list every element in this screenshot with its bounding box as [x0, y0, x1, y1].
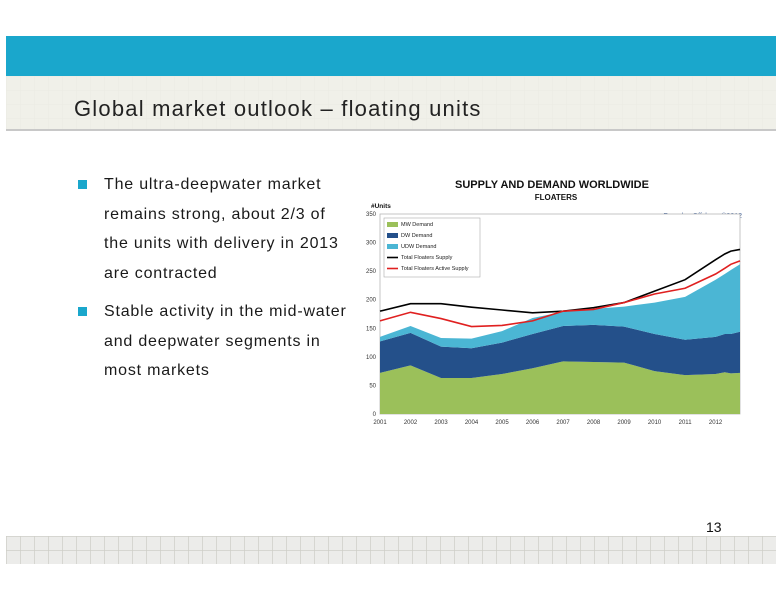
x-tick-label: 2007	[556, 420, 570, 426]
bullet-text: Stable activity in the mid-water and dee…	[104, 303, 347, 379]
x-tick-label: 2012	[709, 420, 723, 426]
legend-label: Total Floaters Supply	[401, 255, 453, 261]
y-tick-label: 100	[366, 355, 377, 361]
x-tick-label: 2011	[679, 420, 693, 426]
chart-legend: MW Demand DW Demand UDW Demand Total Floate…	[383, 217, 481, 278]
bullet-item: The ultra-deepwater market remains stron…	[78, 170, 348, 288]
x-tick-label: 2008	[587, 420, 601, 426]
y-axis-label: #Units	[371, 203, 391, 210]
chart-subtitle: FLOATERS	[535, 193, 578, 202]
supply-demand-chart: SUPPLY AND DEMAND WORLDWIDE FLOATERS #Un…	[356, 174, 748, 435]
legend-label: MW Demand	[401, 222, 433, 228]
legend-swatch	[387, 244, 398, 249]
legend-label: UDW Demand	[401, 244, 436, 250]
x-tick-label: 2009	[617, 420, 631, 426]
line-series-1	[379, 248, 741, 314]
legend-label: DW Demand	[401, 233, 432, 239]
x-tick-label: 2001	[373, 420, 387, 426]
area-series-2	[380, 324, 740, 378]
plot-marks	[379, 248, 741, 414]
chart-title: SUPPLY AND DEMAND WORLDWIDE	[455, 179, 649, 191]
legend-swatch	[387, 233, 398, 238]
x-tick-label: 2010	[648, 420, 662, 426]
legend-swatch	[387, 222, 398, 227]
x-tick-label: 2005	[495, 420, 509, 426]
y-tick-label: 200	[366, 298, 377, 304]
square-bullet-icon	[78, 180, 87, 189]
chart-svg: SUPPLY AND DEMAND WORLDWIDE FLOATERS #Un…	[366, 179, 742, 426]
title-band	[6, 76, 776, 130]
bullet-text: The ultra-deepwater market remains stron…	[104, 176, 339, 282]
slide-title: Global market outlook – floating units	[74, 96, 482, 121]
bullet-list: The ultra-deepwater market remains stron…	[78, 170, 348, 395]
legend-label: Total Floaters Active Supply	[401, 266, 469, 272]
footer-band	[6, 536, 776, 564]
x-tick-label: 2003	[434, 420, 448, 426]
page-number: 13	[706, 519, 722, 535]
area-series-3	[380, 264, 740, 349]
legend-box	[383, 217, 481, 278]
y-tick-label: 350	[366, 212, 377, 218]
y-tick-label: 150	[366, 326, 377, 332]
x-tick-label: 2002	[404, 420, 418, 426]
y-tick-label: 50	[369, 383, 376, 389]
y-tick-label: 250	[366, 269, 377, 275]
y-axis: 0 50 100 150 200 250 300 350	[366, 212, 377, 418]
bullet-item: Stable activity in the mid-water and dee…	[78, 297, 348, 386]
y-tick-label: 300	[366, 241, 377, 247]
x-axis: 2001 2002 2003 2004 2005 2006 2007 2008 2009 2010…	[373, 420, 723, 426]
header-band	[6, 36, 776, 76]
square-bullet-icon	[78, 307, 87, 316]
area-series-1	[380, 361, 740, 414]
line-series-2	[379, 260, 741, 328]
y-tick-label: 0	[373, 412, 377, 418]
title-divider	[6, 129, 776, 131]
x-tick-label: 2006	[526, 420, 540, 426]
x-tick-label: 2004	[465, 420, 479, 426]
